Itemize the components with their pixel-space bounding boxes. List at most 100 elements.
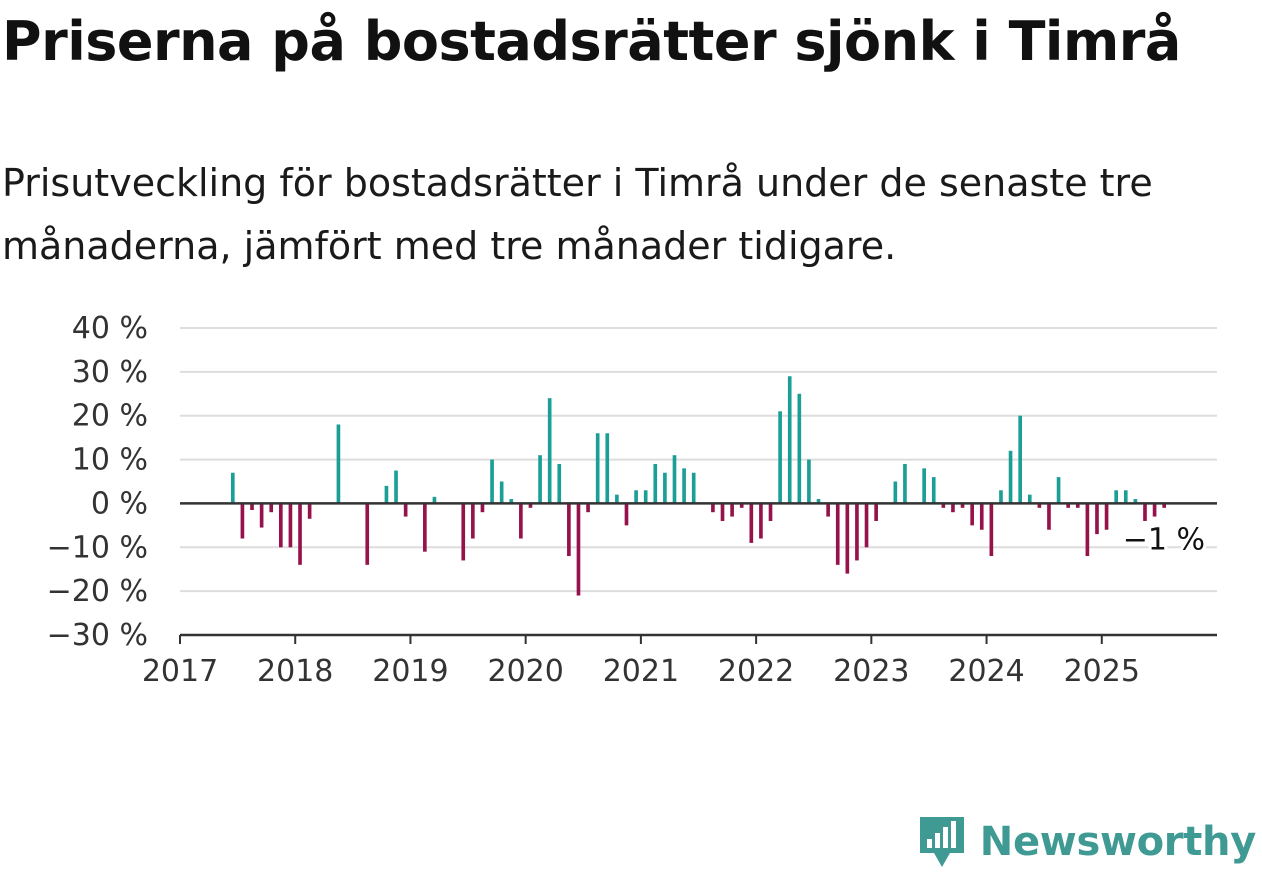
bar <box>576 503 581 596</box>
bar <box>307 503 312 519</box>
bar <box>499 481 504 504</box>
bar <box>1133 499 1138 504</box>
bar <box>960 503 965 508</box>
bar <box>595 433 600 504</box>
x-tick-label: 2018 <box>257 654 333 689</box>
x-tick-label: 2025 <box>1064 654 1140 689</box>
bar <box>816 499 821 504</box>
y-tick-label: 40 % <box>72 311 148 346</box>
chart-title: Priserna på bostadsrätter sjönk i Timrå <box>2 10 1181 73</box>
bar <box>1066 503 1070 508</box>
bar <box>855 503 859 561</box>
bar <box>528 503 533 508</box>
bar <box>288 503 293 548</box>
bar <box>490 459 494 504</box>
bar <box>230 472 235 504</box>
bar <box>1018 415 1022 504</box>
bar <box>672 455 677 504</box>
bar <box>461 503 466 561</box>
bar <box>336 424 341 504</box>
bar <box>1047 503 1051 530</box>
bar <box>1104 503 1109 530</box>
bar <box>711 503 715 513</box>
bar <box>835 503 840 565</box>
grid-layer <box>180 327 1217 636</box>
bar <box>480 503 485 513</box>
bar <box>941 503 946 508</box>
y-tick-label: 10 % <box>72 443 148 478</box>
y-tick-label: −20 % <box>47 574 148 609</box>
bar <box>807 459 811 504</box>
label-layer: 40 % 30 % 20 % 10 % 0 % −10 % −20 % −30 %2017 20… <box>47 311 1208 689</box>
bar <box>691 472 696 504</box>
y-tick-label: −10 % <box>47 530 148 565</box>
bar <box>922 468 926 504</box>
bar <box>864 503 869 548</box>
bar <box>989 503 994 557</box>
bar <box>605 433 610 504</box>
bar <box>1095 503 1099 535</box>
x-tick-label: 2019 <box>372 654 448 689</box>
bar <box>567 503 571 557</box>
bar <box>1085 503 1090 557</box>
bar <box>739 503 744 508</box>
bar <box>634 490 638 504</box>
bar <box>1075 503 1080 508</box>
bar <box>365 503 370 565</box>
bar <box>269 503 274 513</box>
x-tick-label: 2020 <box>487 654 563 689</box>
x-tick-label: 2022 <box>718 654 794 689</box>
bar <box>931 477 936 504</box>
bar <box>970 503 974 526</box>
bar <box>845 503 850 574</box>
bar <box>874 503 878 521</box>
bar <box>903 463 907 504</box>
bar <box>586 503 590 513</box>
bar <box>298 503 302 565</box>
bar <box>519 503 523 539</box>
bar <box>1027 494 1032 504</box>
bar <box>1037 503 1042 508</box>
bar <box>423 503 427 552</box>
bar <box>787 376 792 504</box>
x-tick-label: 2021 <box>603 654 679 689</box>
bar <box>471 503 475 539</box>
bar <box>643 490 648 504</box>
y-tick-label: −30 % <box>47 618 148 653</box>
bar <box>278 503 283 548</box>
bar <box>653 463 658 504</box>
bar <box>778 411 782 504</box>
bar <box>624 503 629 526</box>
bar <box>979 503 984 530</box>
bar <box>797 393 802 504</box>
bar <box>1008 450 1013 504</box>
y-tick-label: 0 % <box>91 486 148 521</box>
x-tick-label: 2024 <box>948 654 1024 689</box>
bar <box>826 503 830 517</box>
chart-area: 40 % 30 % 20 % 10 % 0 % −10 % −20 % −30 % 2017 20… <box>0 300 1262 720</box>
bar <box>730 503 734 517</box>
brand-name: Newsworthy <box>979 819 1257 865</box>
bar <box>720 503 725 521</box>
bar <box>240 503 245 539</box>
x-tick-label: 2017 <box>142 654 218 689</box>
bar <box>893 481 898 504</box>
end-value-label: −1 % <box>1123 522 1205 557</box>
bar <box>384 485 389 504</box>
bar <box>1056 477 1061 504</box>
bar-chart: 40 % 30 % 20 % 10 % 0 % −10 % −20 % −30 %2017 20… <box>47 311 1217 689</box>
bar <box>538 455 542 504</box>
bar <box>768 503 773 521</box>
bar <box>1123 490 1128 504</box>
bar <box>682 468 686 504</box>
bar <box>749 503 754 543</box>
x-tick-label: 2023 <box>833 654 909 689</box>
chart-subtitle: Prisutveckling för bostadsrätter i Timrå… <box>2 161 1153 268</box>
bar <box>1143 503 1147 521</box>
bar <box>663 472 667 504</box>
bar <box>759 503 763 539</box>
bar <box>547 398 552 504</box>
bar <box>999 490 1003 504</box>
bar <box>432 496 437 504</box>
bar <box>615 494 619 504</box>
